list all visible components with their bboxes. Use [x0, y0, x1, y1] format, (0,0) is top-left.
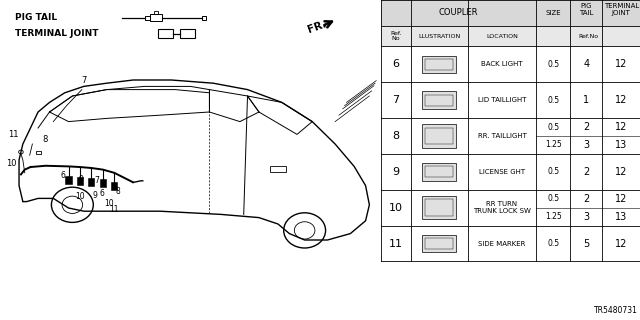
Text: 3: 3 — [583, 212, 589, 222]
Text: 13: 13 — [615, 212, 627, 222]
Bar — [154, 11, 158, 14]
Text: 2: 2 — [583, 167, 589, 177]
Text: 12: 12 — [615, 194, 627, 204]
Text: 1.25: 1.25 — [545, 140, 561, 149]
Text: 7: 7 — [95, 176, 100, 185]
Text: 10: 10 — [104, 199, 114, 208]
Bar — [158, 29, 173, 38]
Bar — [381, 0, 640, 26]
Text: RR. TAILLIGHT: RR. TAILLIGHT — [477, 133, 527, 139]
Text: 1: 1 — [583, 95, 589, 105]
Text: 12: 12 — [615, 122, 627, 132]
Bar — [425, 199, 453, 216]
Text: TERMINAL JOINT: TERMINAL JOINT — [15, 29, 99, 38]
Text: 12: 12 — [615, 59, 627, 69]
Text: PIG TAIL: PIG TAIL — [15, 13, 58, 22]
Bar — [77, 177, 83, 185]
Text: TR5480731: TR5480731 — [593, 306, 637, 315]
Text: LID TAILLIGHT: LID TAILLIGHT — [477, 97, 526, 103]
Text: 9: 9 — [392, 167, 399, 177]
Text: 4: 4 — [583, 59, 589, 69]
Bar — [180, 29, 195, 38]
Text: 10: 10 — [6, 159, 17, 168]
Bar — [422, 124, 456, 148]
Text: 12: 12 — [615, 95, 627, 105]
Text: 7: 7 — [81, 76, 86, 85]
Text: 1.25: 1.25 — [545, 212, 561, 221]
Text: 3: 3 — [583, 140, 589, 150]
Text: 12: 12 — [615, 238, 627, 249]
Text: 9: 9 — [92, 191, 97, 200]
Text: 0.5: 0.5 — [547, 123, 559, 132]
Bar — [381, 26, 640, 46]
Text: 11: 11 — [109, 205, 119, 214]
Text: 5: 5 — [583, 238, 589, 249]
Text: 0.5: 0.5 — [547, 239, 559, 248]
Bar — [36, 151, 41, 154]
Text: LOCATION: LOCATION — [486, 34, 518, 38]
Text: 0.5: 0.5 — [547, 194, 559, 203]
Text: LICENSE GHT: LICENSE GHT — [479, 169, 525, 175]
Text: 0.5: 0.5 — [547, 60, 559, 69]
Text: TERMINAL
JOINT: TERMINAL JOINT — [604, 3, 639, 16]
Bar — [422, 196, 456, 219]
Bar — [422, 55, 456, 73]
Bar — [422, 163, 456, 180]
Bar — [425, 59, 453, 70]
Bar — [88, 178, 95, 186]
Text: RR TURN
TRUNK LOCK SW: RR TURN TRUNK LOCK SW — [473, 201, 531, 214]
Text: LLUSTRATION: LLUSTRATION — [418, 34, 460, 38]
Text: FR.: FR. — [307, 19, 328, 35]
Bar — [422, 91, 456, 109]
Text: SIDE MARKER: SIDE MARKER — [478, 241, 525, 246]
Text: 9: 9 — [79, 175, 84, 184]
Text: 11: 11 — [8, 130, 18, 139]
Text: 6: 6 — [392, 59, 399, 69]
Bar — [422, 235, 456, 252]
Text: SIZE: SIZE — [545, 10, 561, 16]
Text: 7: 7 — [392, 95, 399, 105]
Text: Ref.
No: Ref. No — [390, 31, 401, 41]
Text: 2: 2 — [583, 122, 589, 132]
Text: 6: 6 — [60, 172, 65, 180]
Text: Ref.No: Ref.No — [578, 34, 598, 38]
Text: BACK LIGHT: BACK LIGHT — [481, 61, 523, 67]
Bar — [425, 94, 453, 106]
Text: 11: 11 — [388, 238, 403, 249]
Bar — [425, 238, 453, 249]
Bar — [270, 166, 285, 172]
Text: 2: 2 — [583, 194, 589, 204]
Text: 10: 10 — [75, 192, 84, 201]
Text: 13: 13 — [615, 140, 627, 150]
Bar — [202, 16, 206, 20]
Text: 0.5: 0.5 — [547, 167, 559, 176]
Bar — [111, 182, 117, 190]
Text: 6: 6 — [100, 189, 104, 198]
Text: 10: 10 — [388, 203, 403, 213]
Bar — [100, 179, 106, 187]
Bar — [425, 166, 453, 177]
Text: 0.5: 0.5 — [547, 96, 559, 105]
Text: PIG
TAIL: PIG TAIL — [579, 3, 593, 16]
Text: COUPLER: COUPLER — [439, 8, 478, 17]
Text: 8: 8 — [116, 188, 120, 196]
Bar — [65, 176, 72, 184]
Bar — [150, 14, 162, 21]
Bar — [425, 128, 453, 144]
Text: 8: 8 — [42, 135, 47, 144]
Text: 8: 8 — [392, 131, 399, 141]
Text: 12: 12 — [615, 167, 627, 177]
Bar — [145, 16, 150, 20]
